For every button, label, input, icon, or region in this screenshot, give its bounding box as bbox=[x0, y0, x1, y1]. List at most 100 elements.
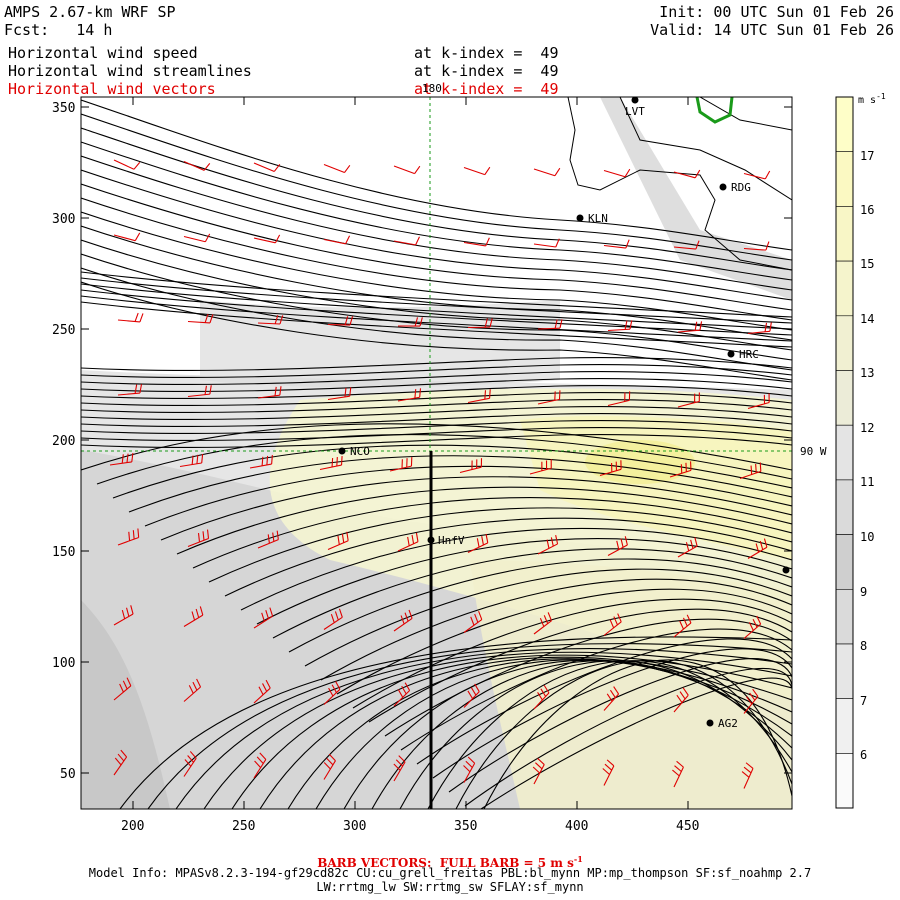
valid-time: Valid: 14 UTC Sun 01 Feb 26 bbox=[650, 21, 894, 39]
barb-shaft bbox=[323, 616, 343, 630]
station-rdg-marker bbox=[719, 183, 727, 191]
barb-flag bbox=[625, 239, 630, 249]
field-2-name: Horizontal wind streamlines bbox=[8, 62, 252, 80]
streamline bbox=[81, 155, 792, 291]
barb-shaft bbox=[253, 687, 271, 704]
barb-shaft bbox=[389, 465, 412, 472]
barb-flag bbox=[261, 456, 264, 466]
streamline bbox=[304, 568, 792, 667]
streamline bbox=[81, 385, 792, 399]
barb-shaft bbox=[599, 468, 622, 477]
barb-shaft bbox=[327, 323, 351, 326]
barb-flag bbox=[624, 536, 628, 546]
cbar-label-6: 6 bbox=[860, 748, 867, 762]
barb-flag bbox=[126, 607, 130, 617]
streamline bbox=[483, 659, 792, 809]
barb-flag bbox=[196, 678, 202, 688]
cbar-label-14: 14 bbox=[860, 312, 874, 326]
barb-flag bbox=[694, 321, 698, 331]
barb-flag bbox=[540, 688, 547, 697]
barb-flag bbox=[344, 387, 347, 397]
barb-flag bbox=[271, 455, 273, 465]
field-2-level: at k-index = 49 bbox=[414, 62, 559, 80]
barb-shaft bbox=[187, 538, 209, 548]
streamline bbox=[81, 253, 792, 361]
barb-shaft bbox=[117, 319, 140, 323]
barb-shaft bbox=[673, 171, 696, 179]
barb-flag bbox=[543, 615, 549, 624]
barb-flag bbox=[759, 540, 764, 550]
model-info: Model Info: MPASv8.2.3-194-gf29cd82c CU:… bbox=[88, 866, 812, 880]
barb-flag bbox=[407, 536, 410, 546]
x-tick-250: 250 bbox=[232, 819, 255, 834]
barb-flag bbox=[763, 538, 768, 548]
barb-shaft bbox=[607, 544, 628, 556]
barb-flag bbox=[694, 169, 701, 179]
y-tick-100: 100 bbox=[52, 656, 75, 671]
barb-shaft bbox=[607, 328, 630, 332]
barb-shaft bbox=[673, 622, 692, 638]
streamline bbox=[81, 141, 792, 281]
field-3-level: at k-index = 49 bbox=[414, 80, 559, 98]
streamline bbox=[416, 638, 792, 765]
barb-shaft bbox=[257, 394, 280, 399]
cbar-label-11: 11 bbox=[860, 475, 874, 489]
barb-flag bbox=[404, 682, 411, 691]
streamline bbox=[81, 169, 792, 301]
barb-flag bbox=[184, 759, 192, 767]
cbar-label-15: 15 bbox=[860, 257, 874, 271]
barb-shaft bbox=[319, 464, 342, 471]
barb-flag bbox=[209, 314, 214, 324]
barb-shaft bbox=[183, 235, 206, 243]
barb-flag bbox=[616, 540, 620, 550]
barb-flag bbox=[328, 687, 334, 697]
barb-flag bbox=[676, 760, 684, 768]
barb-flag bbox=[189, 751, 197, 759]
barb-shaft bbox=[459, 466, 482, 474]
barb-flag bbox=[746, 696, 753, 705]
field-3-name: Horizontal wind vectors bbox=[8, 80, 216, 98]
barb-shaft bbox=[529, 467, 552, 475]
barb-shaft bbox=[537, 543, 558, 555]
streamline bbox=[81, 281, 792, 381]
barb-flag bbox=[134, 312, 139, 322]
barb-flag bbox=[336, 457, 338, 467]
latitude-label: 90 W bbox=[800, 445, 827, 458]
x-tick-300: 300 bbox=[343, 819, 366, 834]
forecast-hour: Fcst: 14 h bbox=[4, 21, 113, 39]
streamline bbox=[81, 267, 792, 371]
barb-flag bbox=[341, 456, 343, 466]
barb-shaft bbox=[179, 462, 202, 468]
barb-flag bbox=[349, 387, 352, 397]
x-tick-450: 450 bbox=[676, 819, 699, 834]
barb-shaft bbox=[327, 395, 350, 401]
barb-flag bbox=[196, 454, 199, 464]
barb-flag bbox=[474, 683, 480, 692]
barb-flag bbox=[279, 386, 282, 396]
field-1-name: Horizontal wind speed bbox=[8, 44, 198, 62]
barb-flag bbox=[326, 757, 334, 766]
barb-flag bbox=[328, 753, 336, 762]
barb-shaft bbox=[113, 159, 135, 170]
barb-flag bbox=[335, 681, 341, 690]
barb-shaft bbox=[533, 168, 556, 177]
barb-flag bbox=[489, 389, 491, 399]
streamline bbox=[192, 497, 792, 569]
barb-shaft bbox=[463, 166, 485, 176]
streamline bbox=[81, 371, 792, 385]
streamline bbox=[81, 183, 792, 311]
streamline bbox=[175, 648, 792, 809]
barb-flag bbox=[397, 689, 404, 698]
model-info-2: LW:rrtmg_lw SW:rrtmg_sw SFLAY:sf_mynn bbox=[316, 880, 584, 894]
barb-shaft bbox=[677, 329, 700, 333]
streamline bbox=[455, 659, 792, 809]
barb-shaft bbox=[393, 690, 410, 707]
x-tick-200: 200 bbox=[121, 819, 144, 834]
streamline bbox=[81, 283, 792, 330]
colorbar-box bbox=[835, 479, 854, 535]
streamline bbox=[81, 295, 792, 342]
streamline bbox=[81, 364, 792, 378]
streamline bbox=[176, 486, 792, 555]
barb-shaft bbox=[673, 766, 684, 788]
barb-flag bbox=[690, 539, 694, 549]
